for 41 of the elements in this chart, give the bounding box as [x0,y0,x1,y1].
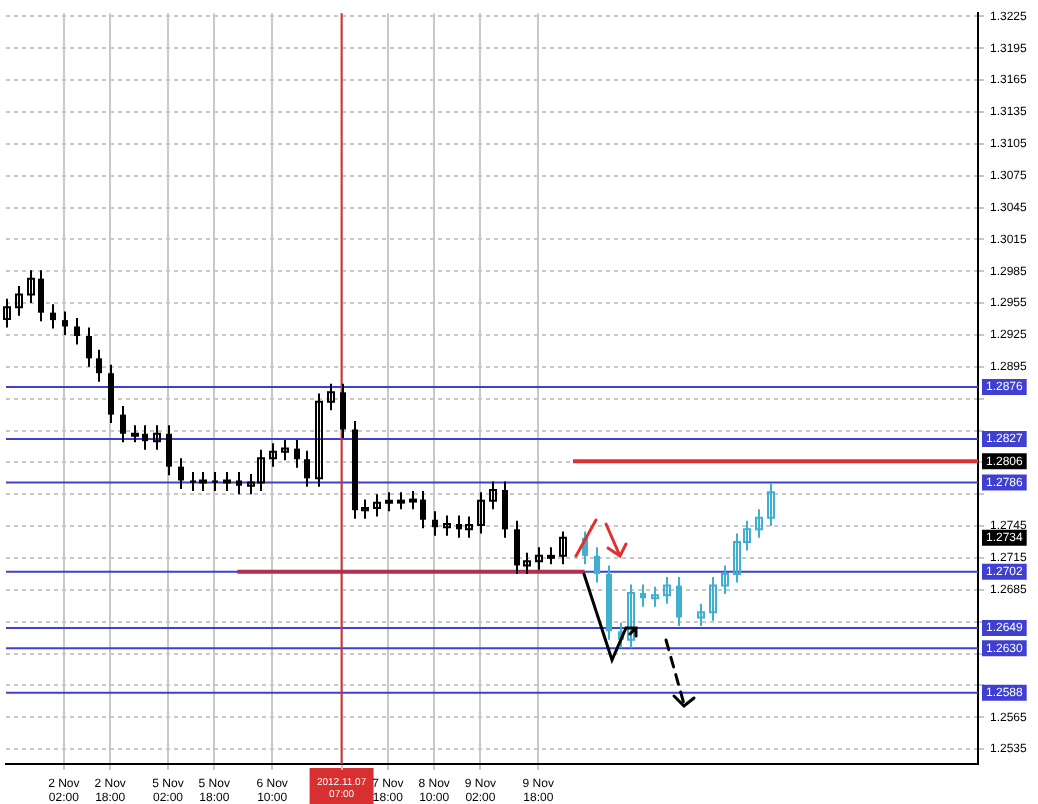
candlestick [443,514,451,537]
candlestick [269,442,277,468]
candlestick [281,439,289,462]
candlestick [108,363,114,425]
candlestick [223,470,231,493]
candlestick [50,303,56,330]
candlestick [3,297,11,329]
candlestick [535,546,543,571]
candlestick [74,316,80,346]
candlestick [236,470,242,496]
candlestick [721,564,729,596]
candlestick [676,576,682,627]
candlestick [178,457,184,490]
candlestick [153,424,161,451]
candlestick [709,576,717,622]
candlestick [502,480,508,539]
candlestick [166,424,172,477]
candlestick [594,546,600,584]
candlestick [96,348,102,383]
candlestick [62,310,68,336]
candlestick [755,508,763,539]
candlestick [697,602,705,627]
candlestick [559,530,567,566]
candlestick [120,405,126,444]
candlestick [385,491,393,513]
candlestick [86,326,92,368]
candlestick [640,583,646,608]
candlestick [663,576,671,605]
candlestick [327,382,335,412]
candlestick [651,585,659,608]
candlestick [15,285,23,317]
candlestick [315,392,323,488]
candlestick [212,470,218,493]
candlestick [477,491,485,535]
candlestick [767,482,775,528]
candlestick [432,510,438,537]
candlestick [294,439,300,469]
candlestick [304,449,310,488]
candlestick [489,480,497,511]
candlestick [373,493,381,518]
candlestick [340,382,346,439]
